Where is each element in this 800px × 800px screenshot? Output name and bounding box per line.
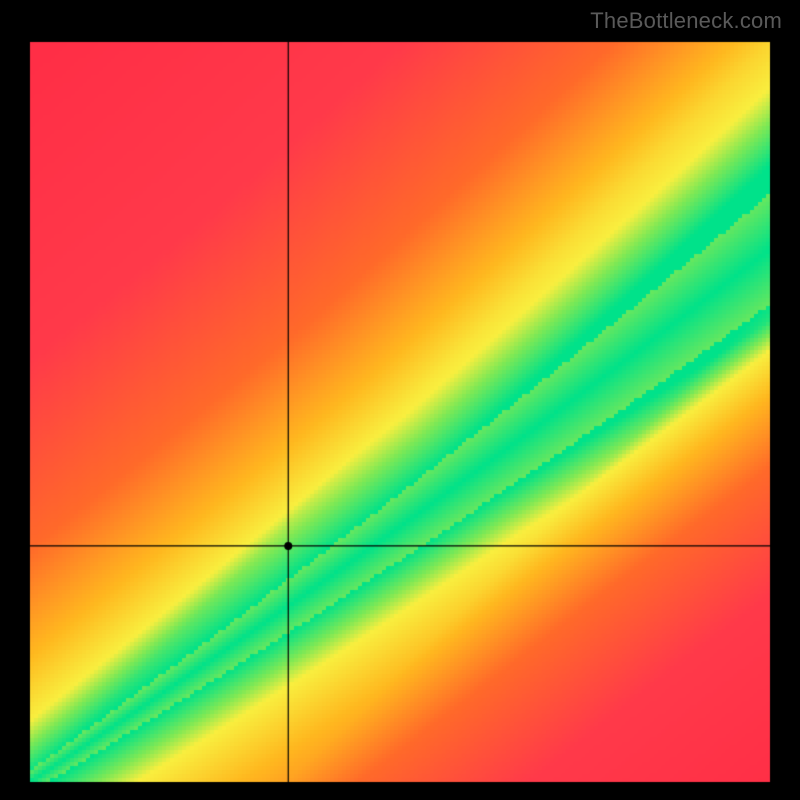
watermark-text: TheBottleneck.com xyxy=(590,8,782,34)
bottleneck-heatmap-chart: TheBottleneck.com xyxy=(0,0,800,800)
heatmap-canvas xyxy=(0,0,800,800)
